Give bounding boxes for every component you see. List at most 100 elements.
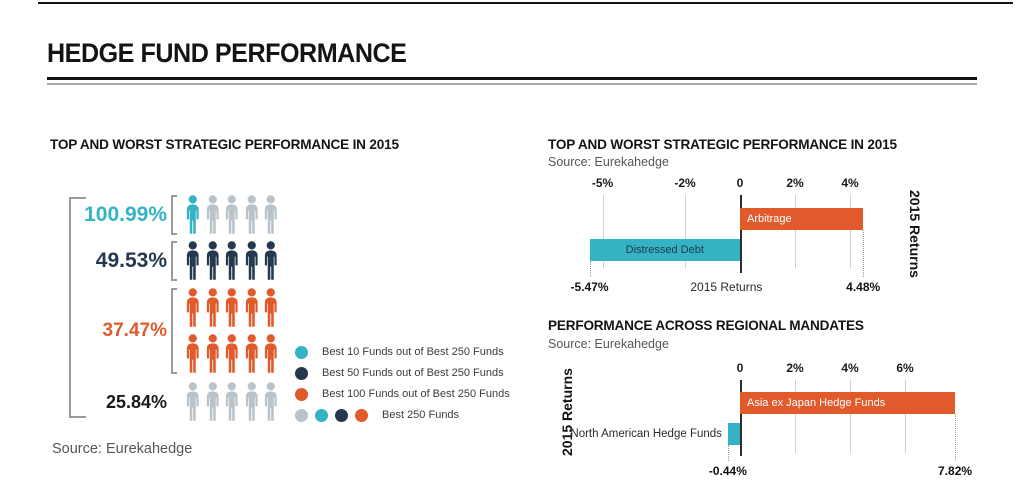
- regional-chart-y-axis-label: 2015 Returns: [559, 368, 575, 456]
- grid-line: [685, 195, 686, 268]
- value-leader-line: [589, 261, 591, 277]
- value-leader-line: [863, 230, 865, 277]
- legend-item: Best 10 Funds out of Best 250 Funds: [295, 344, 510, 360]
- axis-tick-label: 4%: [841, 176, 859, 190]
- pictograph-row: 100.99%: [0, 195, 300, 235]
- person-icon: [186, 195, 199, 234]
- regional-chart-source: Source: Eurekahedge: [548, 337, 669, 351]
- person-icon: [225, 241, 238, 280]
- bar-distressed-debt: Distressed Debt: [589, 239, 740, 261]
- strategic-chart-source: Source: Eurekahedge: [548, 155, 669, 169]
- icon-group: [184, 195, 282, 235]
- bar-north-american-hedge-funds: [727, 423, 740, 445]
- bar-category-label: Arbitrage: [747, 213, 792, 225]
- bar-value-label: 4.48%: [846, 280, 881, 294]
- person-icon: [206, 241, 219, 280]
- teal-dot: [295, 345, 308, 359]
- outer-bracket: [69, 197, 86, 418]
- axis-tick-label: 0: [736, 176, 744, 190]
- axis-tick-label: 4%: [841, 361, 859, 375]
- legend-item: Best 100 Funds out of Best 250 Funds: [295, 386, 510, 402]
- person-icon: [206, 334, 219, 373]
- row-bracket: [171, 241, 177, 281]
- person-icon: [245, 195, 258, 234]
- title-rule-gray: [47, 83, 977, 85]
- person-icon: [264, 241, 277, 280]
- person-icon: [225, 382, 238, 421]
- axis-tick-label: 2%: [786, 361, 804, 375]
- page-title: HEDGE FUND PERFORMANCE: [47, 38, 407, 68]
- navy-dot: [335, 408, 348, 422]
- icon-group: [184, 241, 282, 281]
- person-icon: [264, 382, 277, 421]
- person-icon: [186, 334, 199, 373]
- pictograph-title: TOP AND WORST STRATEGIC PERFORMANCE IN 2…: [50, 136, 399, 152]
- zero-axis-line: [740, 380, 742, 456]
- strategic-chart-y-axis-label: 2015 Returns: [907, 190, 923, 278]
- person-icon: [206, 382, 219, 421]
- legend-dots: [295, 408, 368, 422]
- person-icon: [245, 288, 258, 327]
- person-icon: [245, 241, 258, 280]
- person-icon: [264, 195, 277, 234]
- x-axis-label: 2015 Returns: [690, 280, 763, 294]
- legend-item: Best 50 Funds out of Best 250 Funds: [295, 365, 510, 381]
- legend-item-label: Best 10 Funds out of Best 250 Funds: [322, 346, 504, 358]
- person-icon: [225, 334, 238, 373]
- person-icon: [245, 334, 258, 373]
- top-hairline: [38, 2, 1013, 4]
- axis-tick-label: 2%: [786, 176, 804, 190]
- axis-tick-label: -5%: [591, 176, 614, 190]
- person-icon: [264, 288, 277, 327]
- axis-tick-label: -2%: [674, 176, 696, 190]
- zero-axis-line: [740, 195, 742, 273]
- person-icon: [186, 288, 199, 327]
- legend-dots: [295, 366, 308, 380]
- grid-line: [795, 195, 796, 268]
- pictograph-source: Source: Eurekahedge: [52, 441, 193, 457]
- legend-item-label: Best 50 Funds out of Best 250 Funds: [322, 367, 504, 379]
- grid-line: [850, 195, 851, 268]
- regional-chart-title: PERFORMANCE ACROSS REGIONAL MANDATES: [548, 317, 864, 333]
- pictograph-value-label: 25.84%: [105, 392, 167, 412]
- navy-dot: [295, 366, 308, 380]
- orange-dot: [295, 387, 308, 401]
- pictograph-value-label: 37.47%: [102, 320, 167, 341]
- icon-group: [184, 288, 282, 374]
- title-rule-black: [47, 77, 977, 80]
- value-leader-line: [727, 445, 729, 461]
- bar-value-label: -0.44%: [708, 464, 747, 478]
- legend-dots: [295, 387, 308, 401]
- bar-category-label: Distressed Debt: [625, 244, 704, 256]
- person-icon: [206, 195, 219, 234]
- bar-value-label: -5.47%: [570, 280, 609, 294]
- axis-tick-label: 6%: [896, 361, 914, 375]
- grid-line: [795, 380, 796, 453]
- grid-line: [905, 380, 906, 453]
- pictograph-row: 37.47%: [0, 288, 300, 374]
- bar-category-label: Asia ex Japan Hedge Funds: [747, 397, 886, 409]
- pictograph-value-label: 100.99%: [84, 203, 167, 226]
- value-leader-line: [955, 414, 957, 461]
- person-icon: [206, 288, 219, 327]
- gray-dot: [295, 408, 308, 422]
- axis-tick-label: 0: [736, 361, 744, 375]
- person-icon: [245, 382, 258, 421]
- grid-line: [850, 380, 851, 453]
- icon-group: [184, 382, 282, 422]
- bar-category-label: North American Hedge Funds: [570, 428, 722, 440]
- pictograph-row: 49.53%: [0, 241, 300, 281]
- legend-item-label: Best 100 Funds out of Best 250 Funds: [322, 388, 510, 400]
- person-icon: [225, 288, 238, 327]
- person-icon: [186, 241, 199, 280]
- pictograph-row: 25.84%: [0, 382, 300, 423]
- person-icon: [186, 382, 199, 421]
- legend: Best 10 Funds out of Best 250 Funds Best …: [295, 344, 510, 423]
- bar-asia-ex-japan-hedge-funds: Asia ex Japan Hedge Funds: [740, 392, 956, 414]
- grid-line: [602, 195, 604, 268]
- row-bracket: [171, 288, 177, 374]
- orange-dot: [355, 408, 368, 422]
- bar-arbitrage: Arbitrage: [740, 208, 864, 230]
- person-icon: [225, 195, 238, 234]
